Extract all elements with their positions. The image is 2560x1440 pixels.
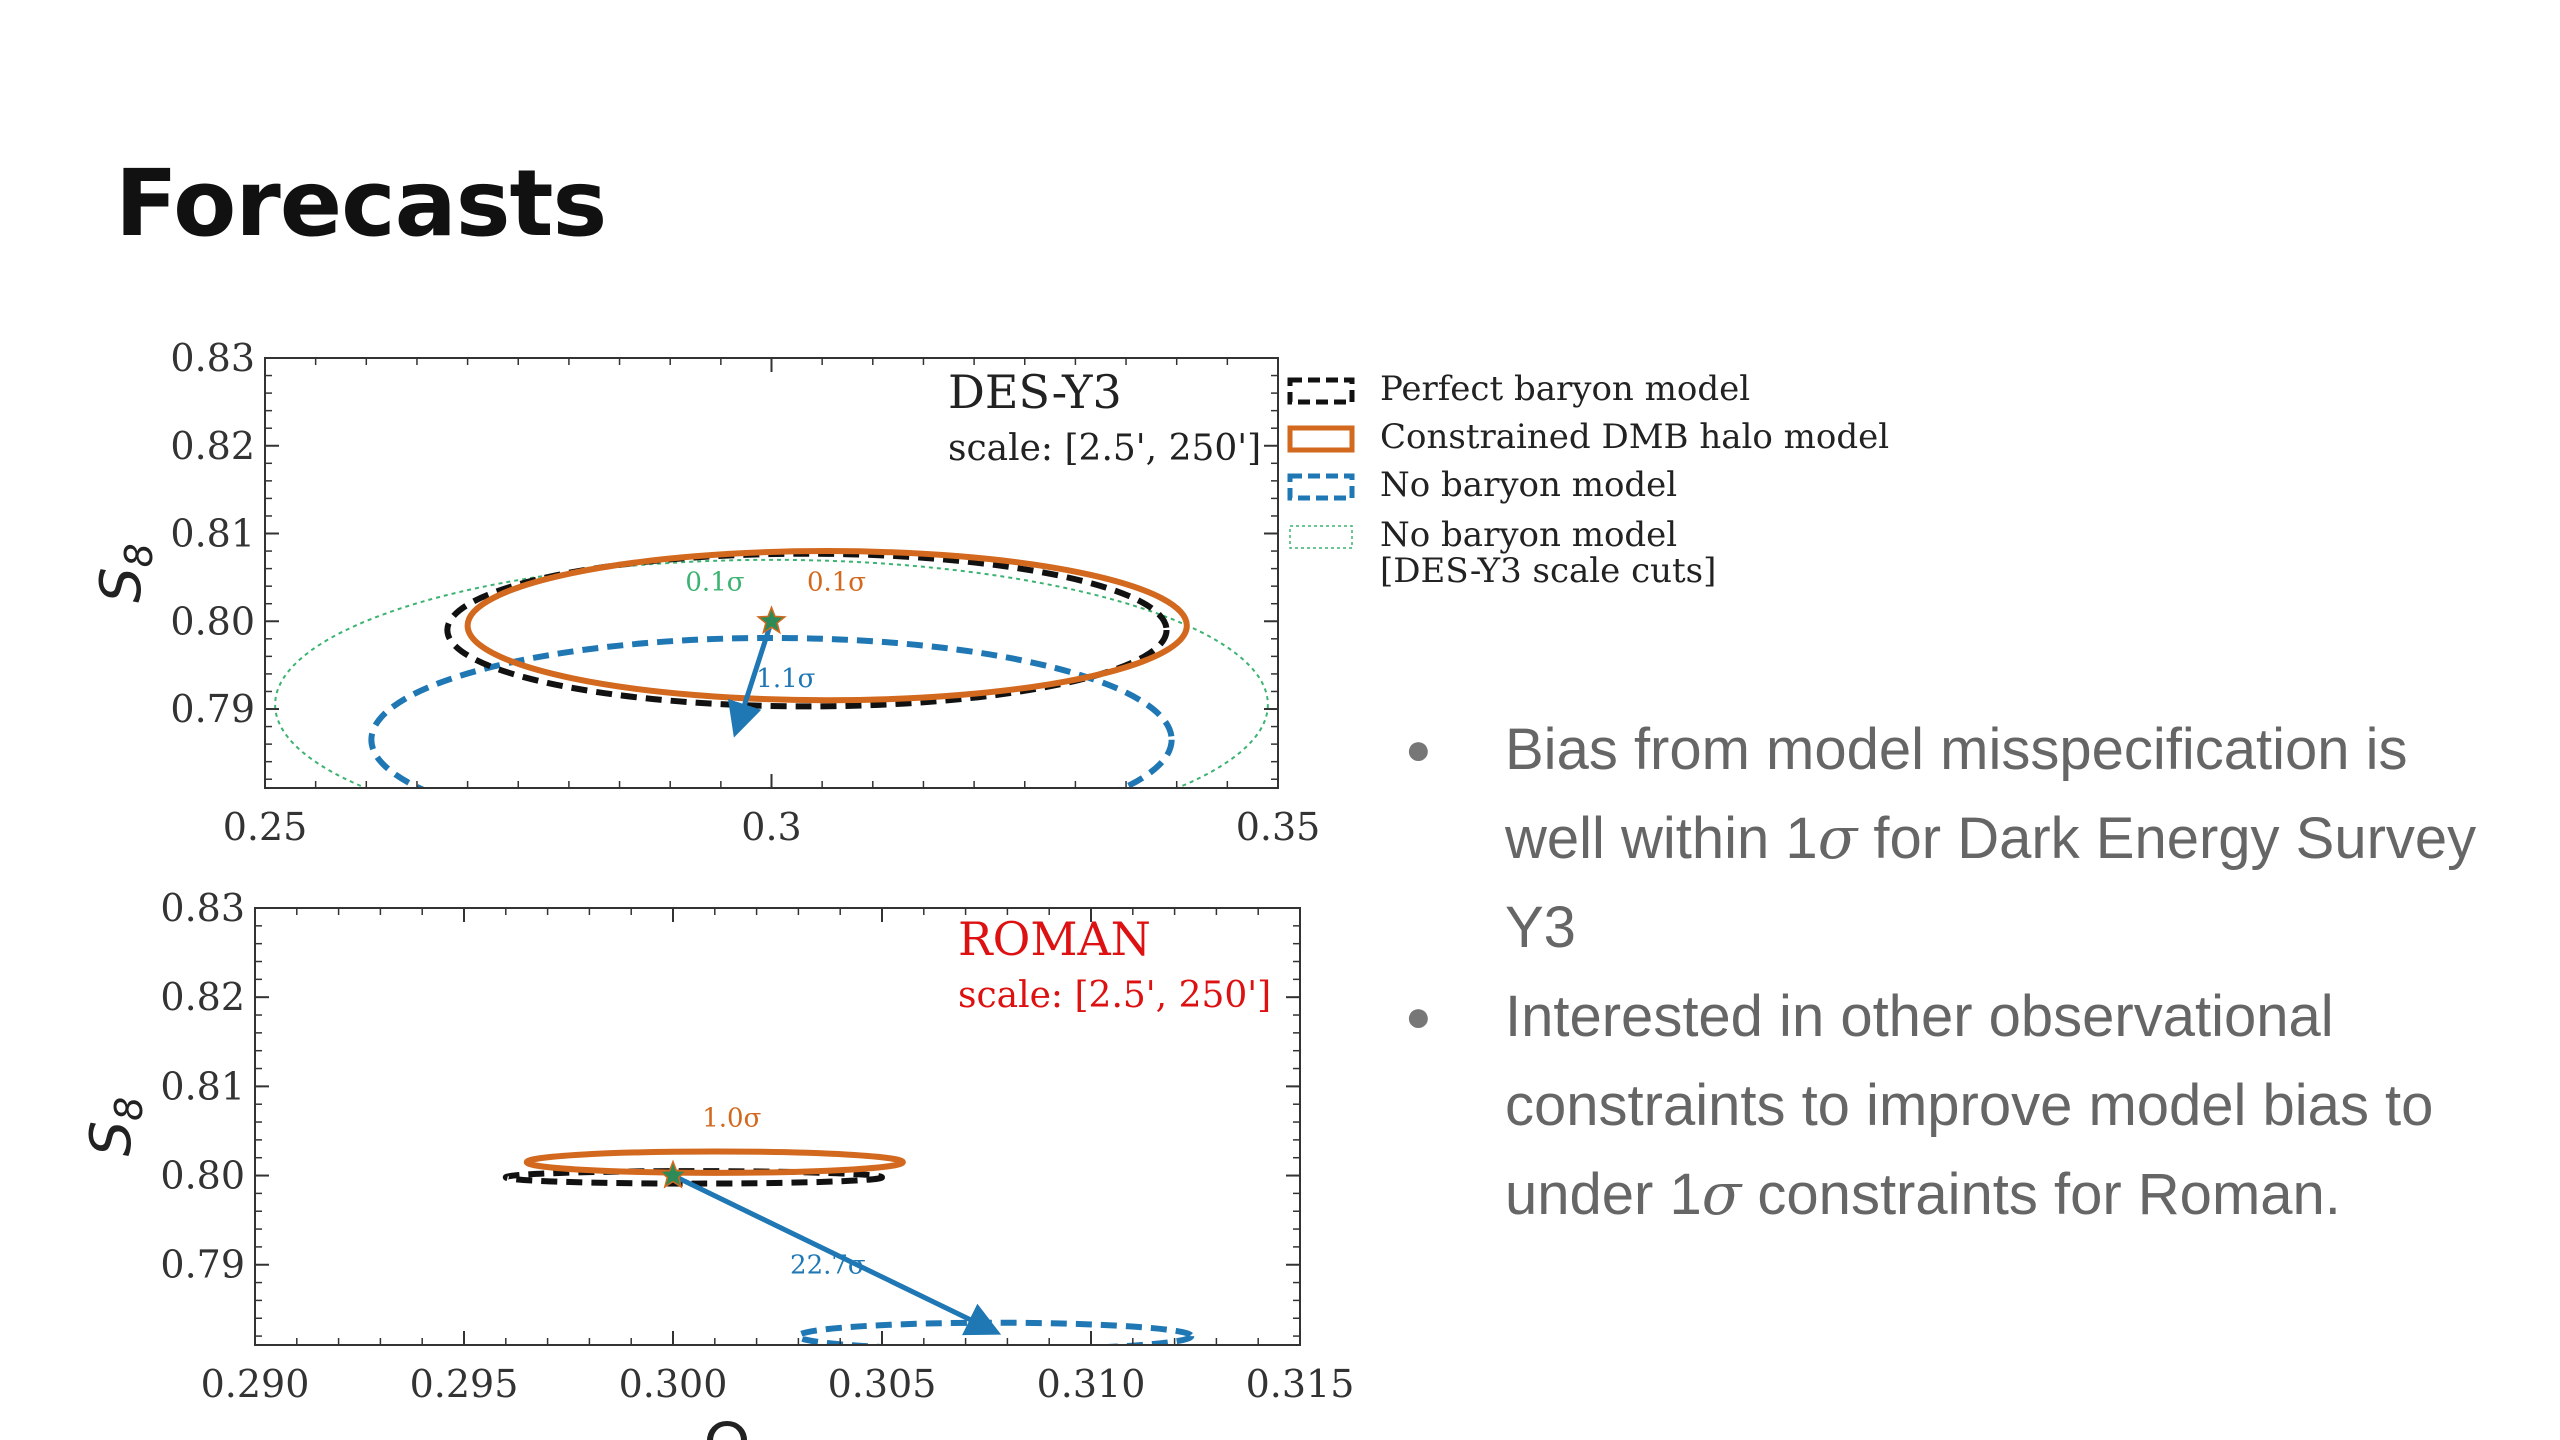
bullet-item: ● Bias from model misspecification is we…: [1395, 705, 2515, 972]
chart-2: 1.0σ 22.7σ 0.79 0.80 0.81 0.82 0.83 0.290 0.295 0…: [79, 886, 1354, 1440]
x-tick-label: 0.295: [410, 1362, 519, 1406]
y-axis-label: S8: [79, 1097, 151, 1157]
fiducial-star-icon: [756, 605, 787, 635]
legend-label: [DES-Y3 scale cuts]: [1380, 551, 1716, 591]
sigma-label: 0.1σ: [807, 568, 866, 598]
x-tick-label: 0.315: [1246, 1362, 1355, 1406]
y-tick-label: 0.79: [160, 1243, 245, 1287]
legend-label: No baryon model: [1380, 465, 1677, 505]
chart-1: 0.1σ 0.1σ 1.1σ 0.79 0.80 0.81 0.82 0.83 0.25 0.3 0…: [89, 336, 1889, 849]
x-tick-label: 0.305: [828, 1362, 937, 1406]
x-tick-label: 0.25: [223, 805, 308, 849]
y-tick-label: 0.82: [170, 424, 255, 468]
bullet-dot-icon: ●: [1405, 992, 1432, 1041]
legend: Perfect baryon model Constrained DMB halo…: [1287, 369, 1889, 591]
chart-subtitle: scale: [2.5', 250']: [948, 428, 1261, 469]
y-axis-label-subscript: 8: [117, 543, 161, 567]
bullet-text-1a: Bias from model misspecification is well…: [1505, 717, 2408, 871]
slide-title: Forecasts: [115, 150, 607, 257]
plot-frame: [254, 907, 1301, 1346]
chart-title: DES-Y3: [948, 365, 1122, 419]
y-tick-label: 0.83: [160, 886, 245, 930]
sigma-symbol: σ: [1817, 804, 1858, 872]
chart-title: ROMAN: [958, 912, 1151, 966]
y-axis-label-subscript: 8: [107, 1097, 151, 1121]
x-axis-label: Ωm: [704, 1410, 791, 1440]
sigma-label: 1.0σ: [702, 1104, 761, 1134]
legend-label: Constrained DMB halo model: [1380, 417, 1889, 457]
chart-subtitle: scale: [2.5', 250']: [958, 975, 1271, 1016]
x-tick-label: 0.310: [1037, 1362, 1146, 1406]
legend-swatch-constrained: [1287, 425, 1355, 453]
y-axis-label: S8: [89, 543, 161, 603]
bullet-text-2a: Interested in other observational constr…: [1505, 984, 2434, 1227]
x-tick-label: 0.3: [741, 805, 801, 849]
bias-arrow: [671, 1173, 1002, 1336]
sigma-label: 22.7σ: [790, 1251, 866, 1281]
legend-swatch-perfect: [1287, 377, 1355, 405]
x-tick-label: 0.290: [201, 1362, 310, 1406]
contour-constrained: [464, 548, 1190, 704]
y-tick-label: 0.82: [160, 975, 245, 1019]
y-tick-label: 0.80: [160, 1154, 245, 1198]
sigma-symbol: σ: [1701, 1160, 1742, 1228]
x-tick-label: 0.300: [619, 1362, 728, 1406]
contour-cuts: [274, 558, 1269, 788]
legend-swatch-cuts: [1289, 525, 1353, 549]
y-tick-label: 0.79: [170, 687, 255, 731]
y-tick-label: 0.83: [170, 336, 255, 380]
bias-arrow: [728, 620, 774, 738]
fiducial-star-icon: [657, 1159, 689, 1189]
contour-constrained: [523, 1148, 906, 1176]
bullet-dot-icon: ●: [1405, 725, 1432, 774]
legend-label: No baryon model: [1380, 515, 1677, 555]
x-axis-label-subscript: m: [750, 1438, 791, 1440]
plot-frame: [264, 357, 1279, 789]
contour-group: [274, 548, 1269, 788]
y-tick-label: 0.81: [160, 1064, 245, 1108]
sigma-label: 0.1σ: [685, 568, 744, 598]
sigma-label: 1.1σ: [756, 664, 815, 694]
contour-none: [368, 634, 1175, 788]
contour-none: [795, 1319, 1195, 1345]
bullet-list: ● Bias from model misspecification is we…: [1395, 705, 2515, 1239]
bullet-item: ● Interested in other observational cons…: [1395, 972, 2515, 1239]
x-tick-label: 0.35: [1236, 805, 1321, 849]
y-tick-label: 0.81: [170, 512, 255, 556]
legend-swatch-none: [1287, 473, 1355, 501]
bullet-text-2b: constraints for Roman.: [1741, 1162, 2341, 1227]
y-tick-label: 0.80: [170, 599, 255, 643]
legend-label: Perfect baryon model: [1380, 369, 1750, 409]
bullet-text-1b: for Dark Energy Survey Y3: [1505, 806, 2477, 960]
